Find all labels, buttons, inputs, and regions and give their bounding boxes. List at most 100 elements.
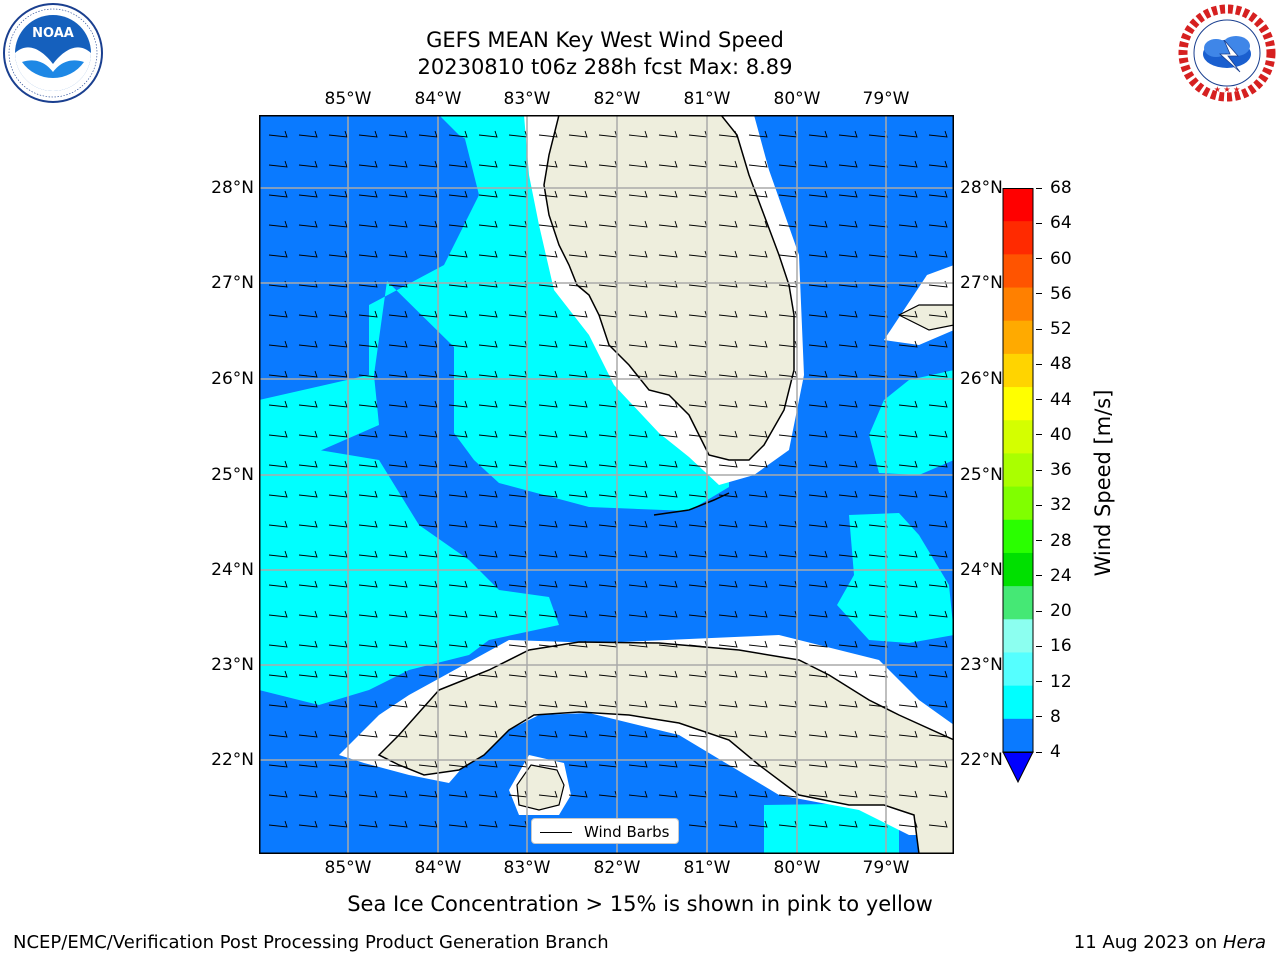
wind-barb [568, 580, 588, 588]
wind-barb [898, 160, 918, 168]
wind-barb [718, 430, 738, 438]
wind-barb [928, 460, 948, 468]
wind-barb [328, 550, 348, 558]
wind-barb [358, 220, 378, 228]
wind-barb [478, 820, 498, 828]
wind-barb [268, 760, 288, 768]
wind-barb [358, 160, 378, 168]
wind-barb [838, 220, 858, 228]
wind-barb [328, 160, 348, 168]
wind-barb [568, 220, 588, 228]
lon-tick-top: 81°W [683, 89, 731, 109]
wind-barb [538, 520, 558, 528]
wind-barb [808, 190, 828, 198]
wind-barb [388, 610, 408, 618]
lat-tick-right: 27°N [960, 273, 1003, 293]
wind-barb [658, 430, 678, 438]
wind-barb [538, 790, 558, 798]
wind-barb [748, 190, 768, 198]
wind-barb [358, 520, 378, 528]
wind-barb [268, 460, 288, 468]
wind-barb [388, 430, 408, 438]
wind-barb [328, 790, 348, 798]
wind-barb [328, 340, 348, 348]
wind-barb [808, 310, 828, 318]
wind-barb [898, 190, 918, 198]
wind-barb [448, 730, 468, 738]
wind-barb [808, 520, 828, 528]
wind-barb [358, 670, 378, 678]
colorbar-block [1003, 287, 1033, 322]
wind-barb [838, 610, 858, 618]
wind-barb [268, 430, 288, 438]
wind-barb [388, 160, 408, 168]
wind-barb [268, 820, 288, 828]
wind-barb [748, 220, 768, 228]
wind-barb [478, 580, 498, 588]
lon-tick-bottom: 85°W [324, 858, 372, 878]
wind-barb [418, 190, 438, 198]
wind-barb [748, 520, 768, 528]
wind-barb [748, 610, 768, 618]
wind-barb [388, 550, 408, 558]
wind-barb [478, 430, 498, 438]
wind-barb [538, 580, 558, 588]
wind-barb [748, 760, 768, 768]
wind-barb [448, 520, 468, 528]
wind-barb [298, 400, 318, 408]
colorbar-tick: 48 [1036, 354, 1072, 374]
wind-barb [568, 730, 588, 738]
cuba-land [377, 641, 954, 854]
wind-barb [448, 760, 468, 768]
wind-barb [478, 670, 498, 678]
wind-barb [808, 790, 828, 798]
wind-barb [298, 250, 318, 258]
wind-barb [898, 580, 918, 588]
wind-barb [298, 760, 318, 768]
wind-barb [928, 730, 948, 738]
wind-barb [418, 310, 438, 318]
colorbar-block [1003, 254, 1033, 289]
wind-barb [418, 760, 438, 768]
wind-barb [538, 340, 558, 348]
wind-barb [628, 580, 648, 588]
wind-barb [478, 520, 498, 528]
colorbar-block [1003, 453, 1033, 488]
lon-tick-bottom: 82°W [593, 858, 641, 878]
wind-barb [718, 640, 738, 648]
wind-barb [838, 520, 858, 528]
wind-barb [358, 340, 378, 348]
wind-barb [718, 490, 738, 498]
wind-barb [358, 580, 378, 588]
wind-barb [898, 670, 918, 678]
wind-barb [628, 340, 648, 348]
colorbar-block [1003, 718, 1033, 753]
colorbar-block [1003, 387, 1033, 421]
wind-barb [358, 700, 378, 708]
wind-barb [418, 400, 438, 408]
colorbar-tick: 8 [1036, 707, 1061, 727]
wind-barb [928, 430, 948, 438]
wind-barb [658, 640, 678, 648]
wind-barb [568, 670, 588, 678]
wind-barb [658, 490, 678, 498]
wind-barb [538, 670, 558, 678]
wind-barb [418, 700, 438, 708]
wind-barb [808, 340, 828, 348]
wind-barb [898, 610, 918, 618]
wind-barb [748, 250, 768, 258]
colorbar-tick: 16 [1036, 636, 1072, 656]
wind-barb [658, 220, 678, 228]
wind-barb [898, 700, 918, 708]
wind-barb [268, 580, 288, 588]
wind-barb [838, 670, 858, 678]
wind-barb [448, 820, 468, 828]
wind-barb [388, 580, 408, 588]
colorbar-block [1003, 652, 1033, 687]
wind-barb [568, 760, 588, 768]
wind-barb [478, 700, 498, 708]
wind-barb [358, 640, 378, 648]
wind-barb [748, 310, 768, 318]
colorbar-block [1003, 320, 1033, 355]
wind-barb [418, 220, 438, 228]
